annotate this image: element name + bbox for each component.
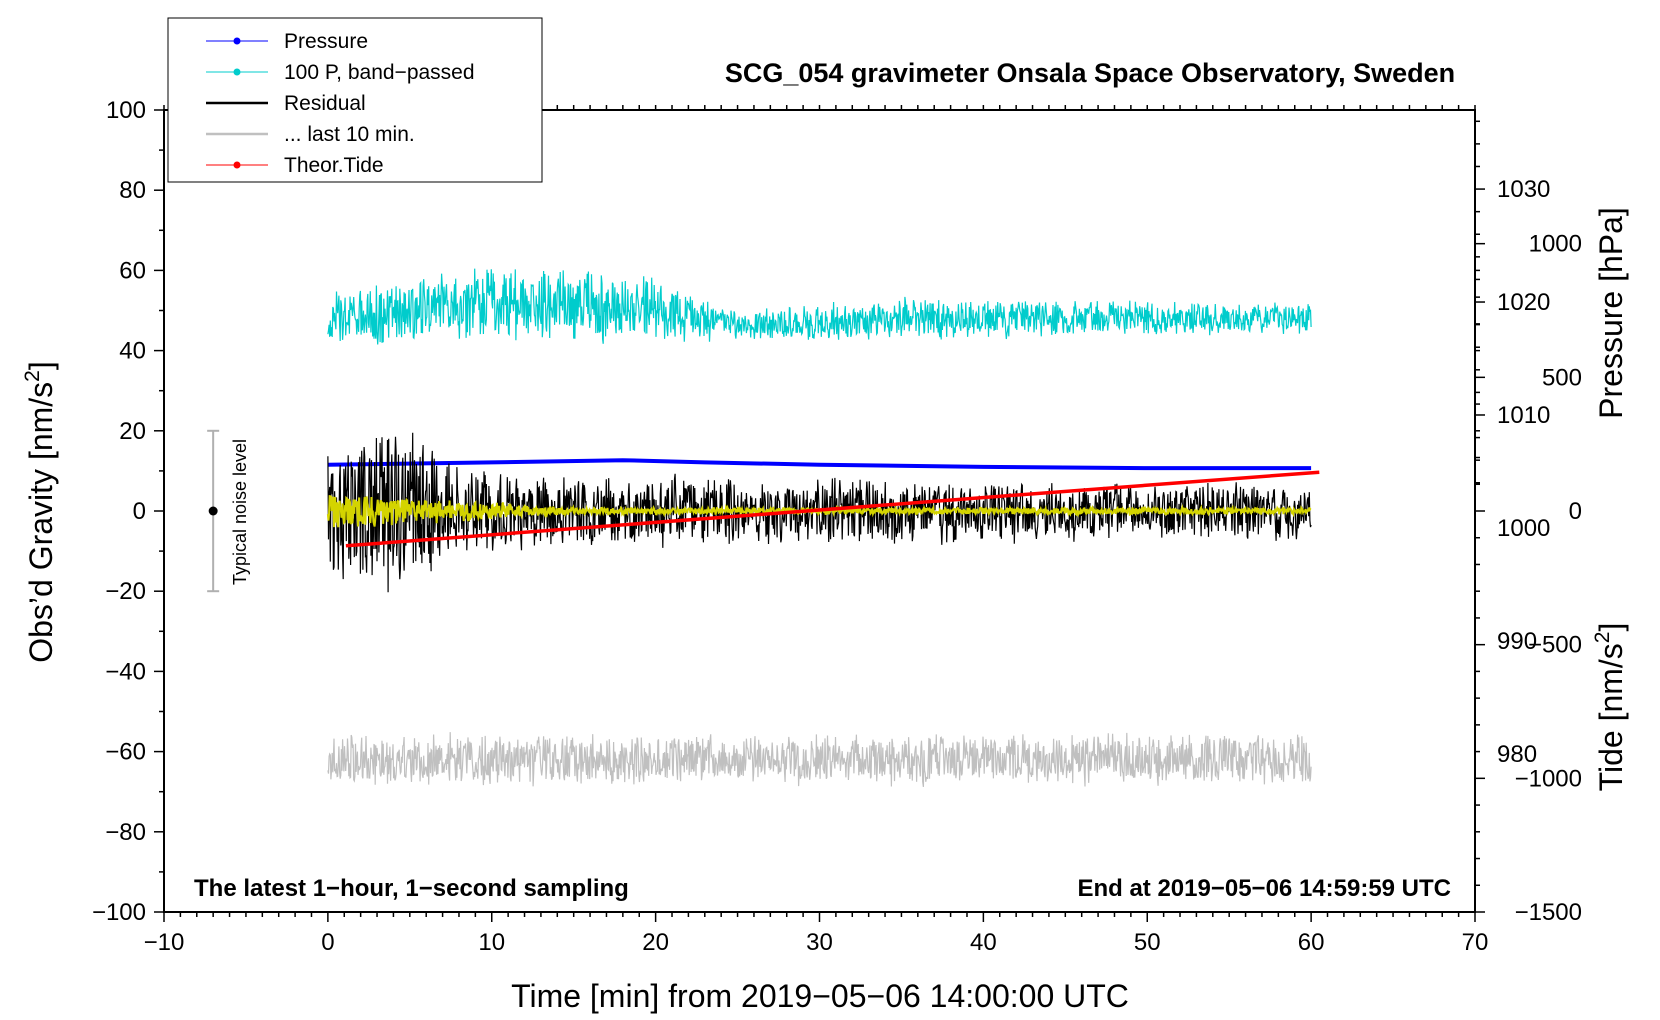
y-left-title-sup: 2 [21, 370, 44, 382]
chart-title: SCG_054 gravimeter Onsala Space Observat… [725, 58, 1455, 88]
x-tick-label: 50 [1134, 929, 1161, 956]
series-theor-tide [345, 470, 1320, 548]
x-tick-label: −10 [144, 929, 185, 956]
tide-tick-label: 1000 [1529, 231, 1582, 258]
legend-box [167, 17, 543, 183]
axis-ticks [154, 105, 1485, 922]
pressure-tick-labels: 980 990 1000 1010 1020 1030 [1497, 176, 1550, 768]
tide-title-base: Tide [nm/s [1593, 643, 1629, 791]
y-left-tick-label: −60 [105, 739, 146, 766]
y-left-tick-label: 20 [119, 418, 146, 445]
x-tick-labels: −10 0 10 20 30 40 50 60 70 [144, 929, 1489, 956]
legend-label: Pressure [284, 30, 368, 53]
legend-label: ... last 10 min. [284, 123, 415, 146]
y-left-tick-label: −100 [92, 899, 146, 926]
series--last-10-min- [327, 732, 1312, 787]
y-left-tick-label: −80 [105, 819, 146, 846]
legend-marker [233, 68, 241, 76]
legend-label: Theor.Tide [284, 154, 384, 177]
tide-title-sup: 2 [1591, 632, 1614, 644]
y-left-tick-label: 100 [106, 97, 146, 124]
sampling-note: The latest 1−hour, 1−second sampling [194, 875, 629, 902]
tide-tick-label: 500 [1542, 364, 1582, 391]
x-axis-title: Time [min] from 2019−05−06 14:00:00 UTC [511, 978, 1129, 1014]
y-left-title-base: Obs’d Gravity [nm/s [23, 382, 59, 663]
pressure-tick-label: 1030 [1497, 176, 1550, 203]
y-left-tick-label: 0 [133, 498, 146, 525]
tide-tick-label: −1000 [1515, 765, 1582, 792]
tide-tick-label: −1500 [1515, 899, 1582, 926]
y-left-tick-label: 40 [119, 338, 146, 365]
series-residual [327, 432, 1312, 593]
tide-tick-label: −500 [1528, 632, 1582, 659]
tide-tick-label: 0 [1569, 498, 1582, 525]
tide-tick-labels: −1500 −1000 −500 0 500 1000 [1515, 231, 1582, 926]
legend-marker [233, 37, 241, 45]
y-left-tick-label: 80 [119, 177, 146, 204]
y-left-tick-labels: −100 −80 −60 −40 −20 0 20 40 60 80 100 [92, 97, 146, 926]
x-tick-label: 70 [1462, 929, 1489, 956]
end-time-note: End at 2019−05−06 14:59:59 UTC [1077, 875, 1451, 902]
noise-level-indicator: Typical noise level [207, 429, 250, 593]
y-left-tick-label: −20 [105, 578, 146, 605]
x-tick-label: 20 [642, 929, 669, 956]
x-tick-label: 60 [1298, 929, 1325, 956]
x-tick-label: 30 [806, 929, 833, 956]
legend-label: Residual [284, 92, 366, 115]
x-tick-label: 0 [321, 929, 334, 956]
noise-level-label: Typical noise level [230, 439, 250, 585]
series-pressure [327, 458, 1312, 471]
pressure-tick-label: 1010 [1497, 402, 1550, 429]
y-left-title-end: ] [23, 361, 59, 370]
legend-label: 100 P, band−passed [284, 61, 475, 84]
tide-axis-title: Tide [nm/s2] [1591, 623, 1629, 792]
y-left-tick-label: −40 [105, 658, 146, 685]
x-tick-label: 40 [970, 929, 997, 956]
pressure-tick-label: 990 [1497, 628, 1537, 655]
x-tick-label: 10 [478, 929, 505, 956]
pressure-tick-label: 1020 [1497, 289, 1550, 316]
y-left-tick-label: 60 [119, 257, 146, 284]
legend-marker [233, 161, 241, 169]
tide-title-end: ] [1593, 623, 1629, 632]
data-series-layer [326, 268, 1320, 787]
pressure-tick-label: 1000 [1497, 515, 1550, 542]
noise-center-dot [208, 506, 218, 516]
series-100-p-band-passed [327, 268, 1312, 345]
legend: Pressure 100 P, band−passed Residual ... la… [167, 17, 543, 183]
pressure-tick-label: 980 [1497, 741, 1537, 768]
pressure-axis-title: Pressure [hPa] [1593, 207, 1629, 419]
y-left-axis-title: Obs’d Gravity [nm/s2] [21, 361, 59, 663]
